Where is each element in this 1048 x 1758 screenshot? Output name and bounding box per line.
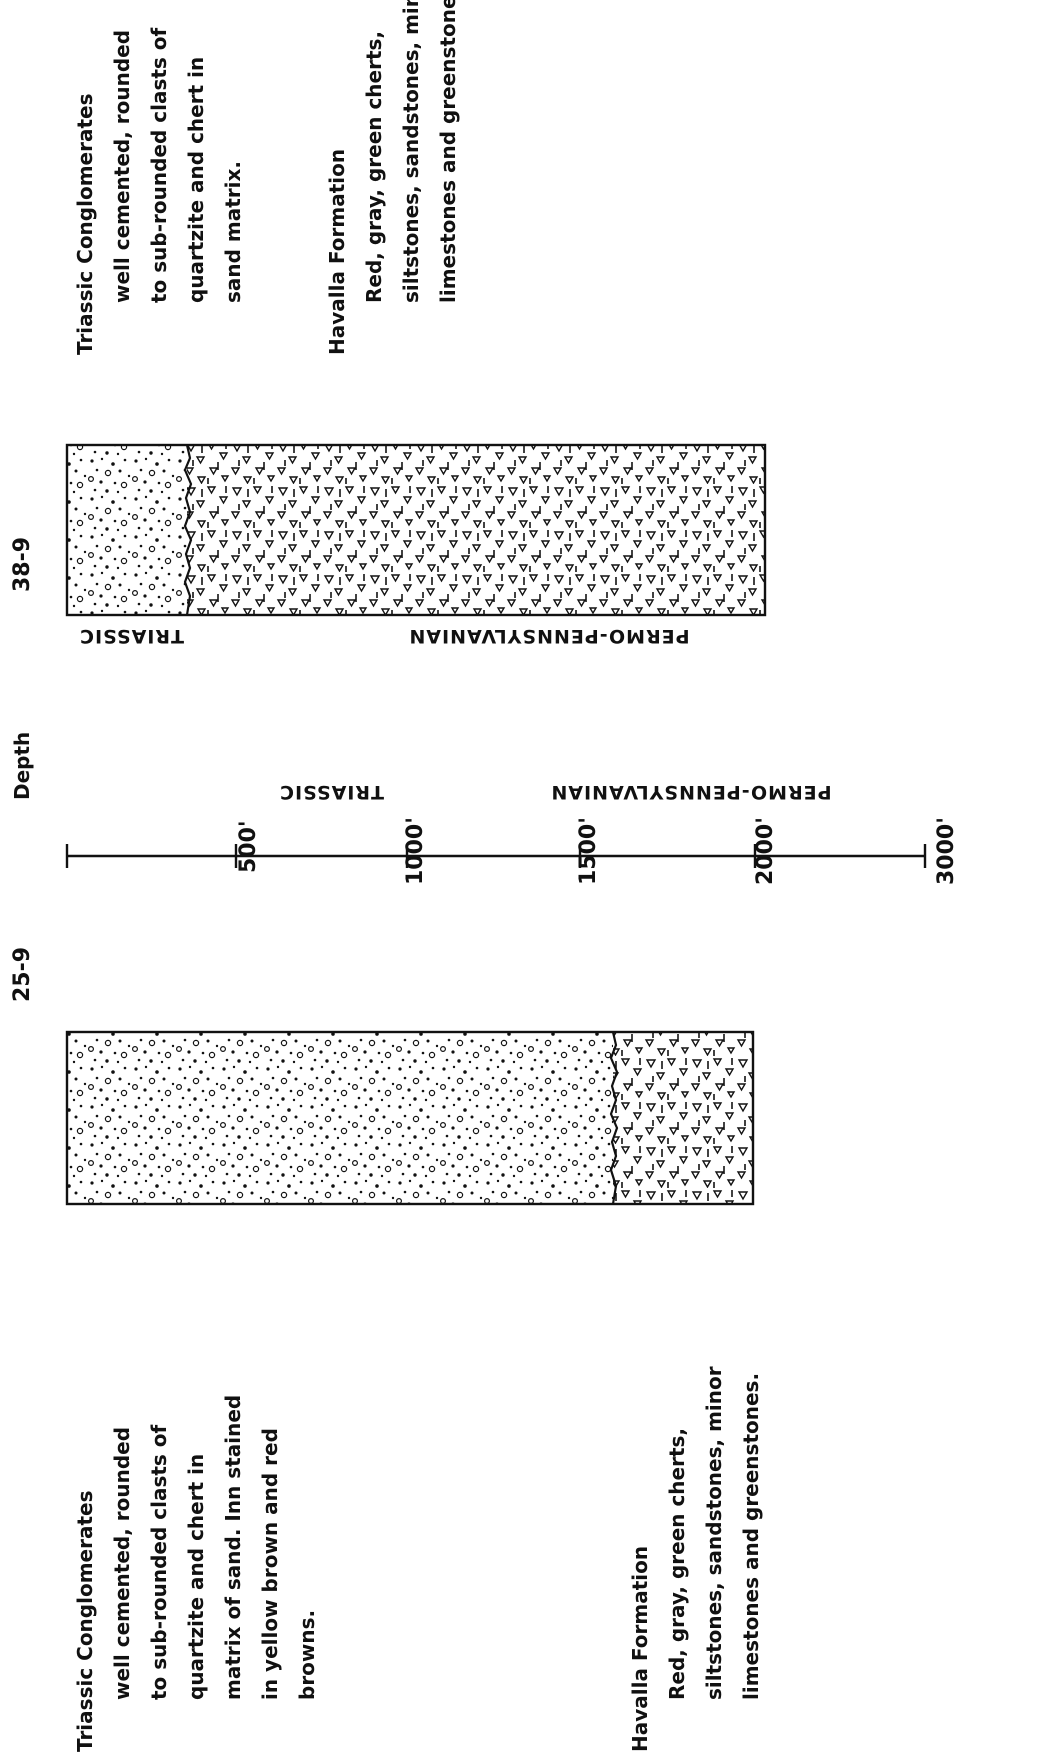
contact-line-25-9 [609, 1031, 619, 1205]
column-border-25-9 [65, 1030, 755, 1206]
permo-unit-38-9 [187, 445, 765, 615]
well-column-25-9 [65, 1030, 755, 1206]
contact-line-38-9 [183, 444, 193, 616]
permo-unit-25-9 [613, 1032, 753, 1204]
triassic-unit-38-9 [67, 445, 187, 615]
triassic-unit-25-9 [67, 1032, 613, 1204]
well-column-38-9 [65, 443, 767, 617]
column-border-38-9 [65, 443, 767, 617]
depth-scale [65, 844, 927, 868]
